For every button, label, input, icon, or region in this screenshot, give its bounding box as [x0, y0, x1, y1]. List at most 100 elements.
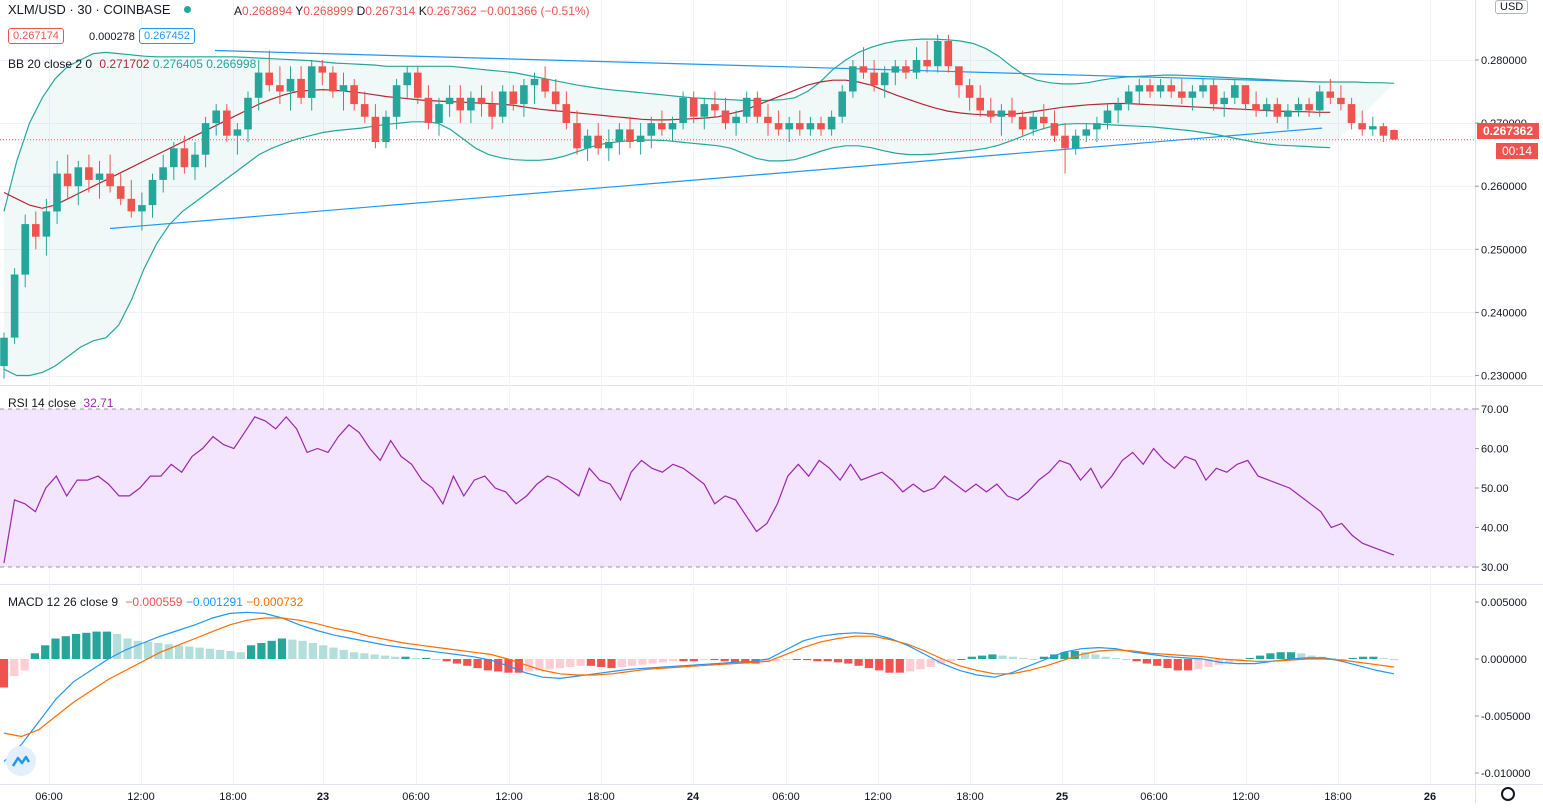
- macd-histogram-bar: [113, 633, 122, 659]
- macd-histogram-bar: [277, 638, 287, 659]
- candle-body: [233, 129, 242, 136]
- macd-histogram-bar: [1307, 655, 1316, 659]
- buy-price-button[interactable]: 0.267452: [139, 28, 195, 44]
- macd-histogram-bar: [1348, 657, 1357, 659]
- macd-histogram-bar: [174, 645, 184, 659]
- macd-histogram-bar: [628, 659, 637, 666]
- price-pane[interactable]: [0, 34, 1475, 379]
- time-tick-label: 24: [687, 791, 700, 803]
- candle-body: [498, 91, 507, 117]
- macd-histogram-bar: [82, 632, 91, 659]
- macd-histogram-bar: [288, 639, 297, 659]
- candle-body: [679, 97, 687, 123]
- macd-histogram-bar: [1276, 652, 1285, 659]
- bb-basis-value: 0.271702: [99, 57, 150, 71]
- close-value: 0.267362: [426, 4, 477, 18]
- candle-body: [721, 110, 730, 124]
- macd-histogram-bar: [772, 659, 781, 662]
- macd-histogram-bar: [1245, 657, 1254, 659]
- macd-histogram-bar: [267, 640, 276, 659]
- time-tick-label: 18:00: [587, 791, 615, 803]
- candle-body: [796, 123, 804, 130]
- spread-value: 0.000278: [89, 31, 135, 43]
- macd-histogram-bar: [1194, 659, 1203, 670]
- rsi-value: 32.71: [83, 396, 114, 410]
- candle-body: [1379, 126, 1388, 136]
- candle-body: [1188, 91, 1197, 98]
- tradingview-logo[interactable]: [6, 746, 36, 776]
- candle-body: [806, 123, 815, 130]
- time-tick-label: 12:00: [495, 791, 523, 803]
- macd-histogram-bar: [710, 659, 719, 661]
- time-axis[interactable]: 06:00 12:00 18:00 23 06:00 12:00 18:00 24 06:00 1…: [35, 791, 1436, 803]
- price-tick-label: 0.230000: [1481, 371, 1527, 383]
- candle-body: [774, 123, 783, 130]
- candle-body: [63, 173, 72, 187]
- candle-body: [223, 110, 231, 136]
- candle-body: [1050, 123, 1059, 136]
- candle-body: [1071, 135, 1080, 149]
- candle-body: [116, 186, 125, 199]
- rsi-legend[interactable]: RSI 14 close 32.71: [8, 396, 114, 410]
- candle-body: [339, 85, 348, 92]
- macd-signal-line: [3, 617, 1395, 738]
- candle-body: [1029, 116, 1037, 130]
- candle-body: [42, 211, 51, 237]
- macd-histogram-bar: [1359, 656, 1368, 659]
- currency-button[interactable]: USD: [1495, 0, 1529, 14]
- candle-body: [1284, 110, 1292, 117]
- candle-body: [456, 97, 464, 111]
- candle-body: [1262, 104, 1271, 111]
- time-tick-label: 12:00: [127, 791, 155, 803]
- candle-body: [1326, 91, 1335, 98]
- macd-histogram-bar: [576, 659, 585, 666]
- macd-histogram-bar: [1008, 656, 1018, 659]
- logo-wave-icon: [12, 755, 30, 767]
- macd-histogram-bar: [525, 659, 534, 672]
- macd-histogram-bar: [30, 653, 39, 659]
- candle-body: [1220, 97, 1228, 105]
- candle-body: [1061, 135, 1069, 149]
- macd-histogram-bar: [432, 659, 441, 660]
- bb-lower-value: 0.266998: [206, 57, 257, 71]
- macd-histogram-bar: [648, 659, 657, 664]
- bb-legend[interactable]: BB 20 close 2 0 0.271702 0.276405 0.2669…: [8, 57, 257, 71]
- candle-body: [1167, 85, 1175, 92]
- price-axis[interactable]: 0.2300000.2400000.2500000.2600000.270000…: [1475, 55, 1531, 780]
- macd-histogram-bar: [1153, 659, 1162, 666]
- candle-body: [817, 123, 825, 130]
- candle-body: [254, 72, 263, 98]
- bb-upper-line: [3, 38, 1395, 212]
- candle-body: [615, 129, 624, 142]
- candle-body: [127, 198, 136, 212]
- macd-histogram-bar: [1379, 657, 1388, 659]
- macd-histogram-bar: [782, 659, 791, 661]
- symbol-title[interactable]: XLM/USD · 30 · COINBASE: [8, 2, 197, 17]
- time-tick-label: 18:00: [1324, 791, 1352, 803]
- candle-body: [626, 129, 634, 142]
- macd-histogram-bar: [1132, 659, 1141, 662]
- candle-body: [923, 60, 931, 67]
- time-tick-label: 23: [317, 791, 329, 803]
- candle-body: [583, 135, 592, 149]
- rsi-pane[interactable]: [0, 408, 1475, 568]
- bb-upper-value: 0.276405: [152, 57, 203, 71]
- settings-gear-icon[interactable]: [1501, 787, 1515, 801]
- macd-pane[interactable]: [0, 611, 1399, 763]
- candle-body: [742, 97, 751, 117]
- macd-histogram-bar: [380, 655, 389, 659]
- high-value: 0.268999: [303, 4, 354, 18]
- macd-histogram-bar: [1297, 653, 1306, 659]
- sell-price-button[interactable]: 0.267174: [8, 28, 64, 44]
- macd-histogram-bar: [1204, 659, 1213, 667]
- macd-histogram-bar: [720, 659, 729, 662]
- macd-histogram-bar: [1163, 659, 1172, 669]
- candle-body: [403, 72, 411, 86]
- macd-legend[interactable]: MACD 12 26 close 9 −0.000559 −0.001291 −…: [8, 595, 304, 609]
- candle-body: [891, 66, 900, 73]
- candle-body: [392, 85, 401, 117]
- candle-body: [1082, 129, 1091, 136]
- candle-body: [350, 85, 358, 105]
